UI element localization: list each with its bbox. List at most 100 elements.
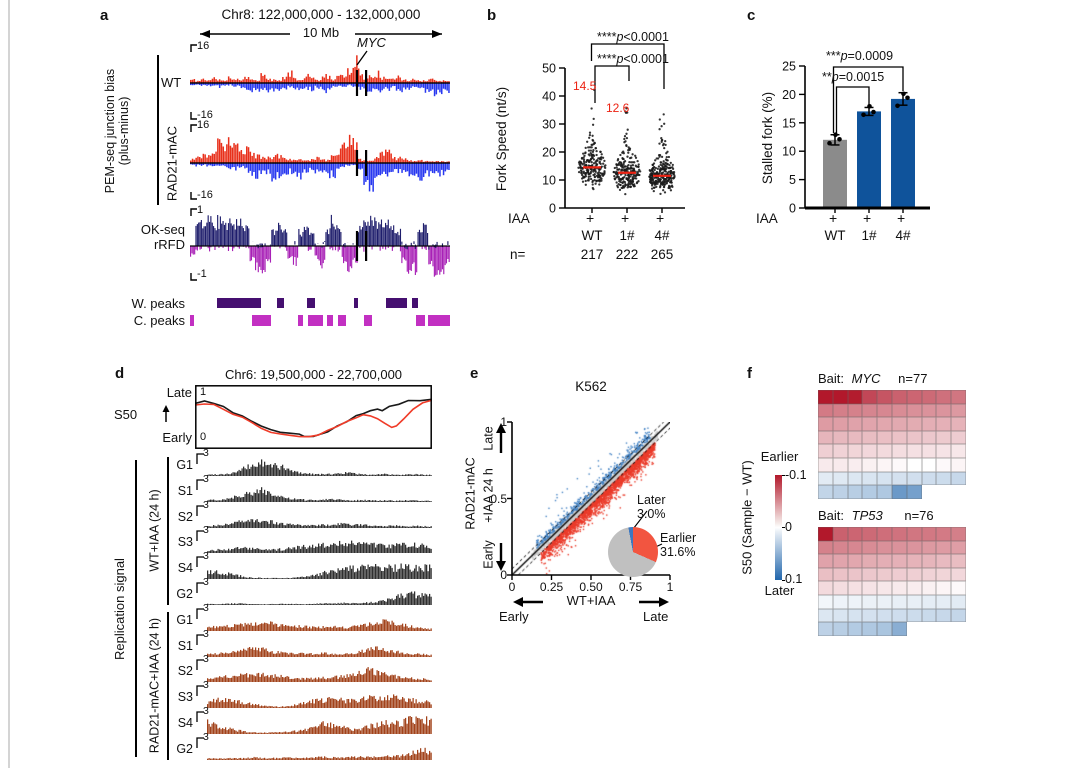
group-label: WT: [824, 228, 846, 243]
peak-block: [411, 298, 418, 308]
replication-track-rad21-mac-g2: [207, 747, 432, 760]
heatmap-cell: [832, 444, 848, 458]
heatmap-cell: [892, 403, 907, 418]
replication-track-rad21-mac-s2: [207, 667, 432, 683]
heatmap-cell: [906, 390, 922, 404]
heatmap-cell: [832, 390, 848, 404]
heatmap-cell: [832, 554, 848, 568]
heatmap-cell: [847, 458, 863, 472]
heatmap-cell: [892, 458, 907, 472]
okseq-ymin-label: -1: [197, 268, 207, 280]
wt-ymax-label: 16: [197, 40, 210, 52]
median-label-1: 12.6: [606, 101, 630, 115]
sig-cmp: =0.0009: [847, 49, 894, 63]
sig-stars: ****: [597, 52, 617, 66]
heatmap-cell: [921, 595, 937, 609]
x-axis-title: WT+IAA: [566, 593, 616, 608]
svg-text:20: 20: [782, 88, 796, 102]
replication-track-wt-s2: [207, 518, 432, 528]
heatmap-cell: [936, 527, 952, 541]
iaa-plus: +: [586, 210, 595, 226]
peak-block: [277, 298, 284, 308]
bait-n: n=77: [898, 371, 928, 386]
heatmap-cell: [847, 595, 863, 609]
colorbar-tick-min: -0.1: [785, 468, 807, 482]
heatmap-cell: [936, 390, 952, 404]
phase-label: S1: [177, 638, 193, 653]
s50-line-plot: [195, 385, 432, 449]
sig-pvar: p: [831, 70, 839, 84]
svg-text:10: 10: [782, 145, 796, 159]
colorbar-tick-mark: [782, 474, 785, 476]
heatmap-cell: [906, 540, 922, 555]
heatmap-cell: [877, 417, 892, 431]
heatmap-cell: [862, 430, 878, 445]
scale-bracket-icon: [190, 192, 197, 200]
heatmap-cell: [892, 430, 907, 445]
earlier-pct: 31.6%: [660, 545, 696, 559]
peak-block: [297, 315, 303, 326]
heatmap-cell: [936, 417, 952, 431]
n-value: 265: [650, 247, 674, 262]
heatmap-cell: [936, 540, 952, 555]
sig-cmp: <0.0001: [623, 52, 669, 66]
heatmap-cell: [847, 430, 863, 445]
sig-stars: ****: [597, 30, 617, 44]
heatmap-cell: [906, 417, 922, 431]
heatmap-cell: [862, 622, 878, 636]
s50-early-label: Early: [162, 430, 192, 445]
scale-bracket-icon: [196, 556, 204, 568]
peak-block: [386, 298, 408, 308]
heatmap-cell: [832, 608, 848, 623]
heatmap-cell: [906, 430, 922, 445]
pie-chart: [608, 527, 658, 577]
scale-bracket-icon: [196, 711, 204, 722]
later-label: Later: [637, 493, 666, 507]
wt-group-bracket-line: [167, 457, 169, 605]
heatmap-cell: [921, 540, 937, 555]
cpeaks-label: C. peaks: [133, 313, 185, 328]
heatmap-cell: [892, 485, 907, 499]
wpeaks-label: W. peaks: [131, 296, 185, 311]
heatmap-cell: [832, 430, 848, 445]
heatmap-cell: [921, 444, 937, 458]
heatmap-cell: [921, 581, 937, 595]
sig-cmp: <0.0001: [623, 30, 669, 44]
heatmap-cell: [862, 527, 878, 541]
track-scale-label: 3: [203, 472, 209, 485]
phase-label: G1: [176, 458, 193, 472]
panel-d: d Chr6: 19,500,000 - 22,700,000 1 0 Late…: [110, 365, 445, 768]
heatmap-cell: [862, 403, 878, 418]
heatmap-cell: [862, 581, 878, 595]
scale-bracket-icon: [190, 124, 197, 132]
replication-track-rad21-mac-s1: [207, 645, 432, 657]
heatmap-cell: [906, 554, 922, 568]
n-value: 217: [580, 247, 604, 262]
okseq-ymax-label: 1: [197, 204, 204, 216]
scale-bracket-icon: [190, 44, 197, 52]
panel-e: e K562 RAD21-mAC +IAA 24 h Late Early WT…: [455, 365, 725, 633]
heatmap-cell: [877, 430, 892, 445]
heatmap-cell: [921, 608, 937, 623]
svg-text:30: 30: [542, 118, 556, 132]
colorbar-tick-max: 0.1: [785, 572, 803, 586]
heatmap-cell: [847, 417, 863, 431]
track-scale-label: 3: [203, 524, 209, 537]
heatmap-cell: [862, 471, 878, 486]
track-scale-label: 3: [203, 550, 209, 563]
axis-label-pem-line1: PEM-seq junction bias: [103, 68, 117, 194]
scatter-axes-overlay: [496, 421, 671, 607]
s50-up-arrow-icon: [162, 405, 170, 422]
panel-f-label: f: [747, 365, 752, 382]
heatmap-myc-title: Bait: MYC n=77: [818, 371, 927, 386]
heatmap-cell: [818, 554, 833, 568]
phase-label: S3: [177, 535, 193, 550]
heatmap-cell: [818, 471, 833, 486]
pie-earlier-label: Earlier 31.6%: [660, 531, 696, 559]
heatmap-cell: [818, 527, 833, 541]
heatmap-cell: [951, 540, 966, 555]
track-scale-label: 3: [203, 705, 209, 717]
heatmap-cell: [877, 485, 892, 499]
iaa-plus: +: [621, 210, 630, 226]
panel-e-title: K562: [575, 379, 607, 394]
